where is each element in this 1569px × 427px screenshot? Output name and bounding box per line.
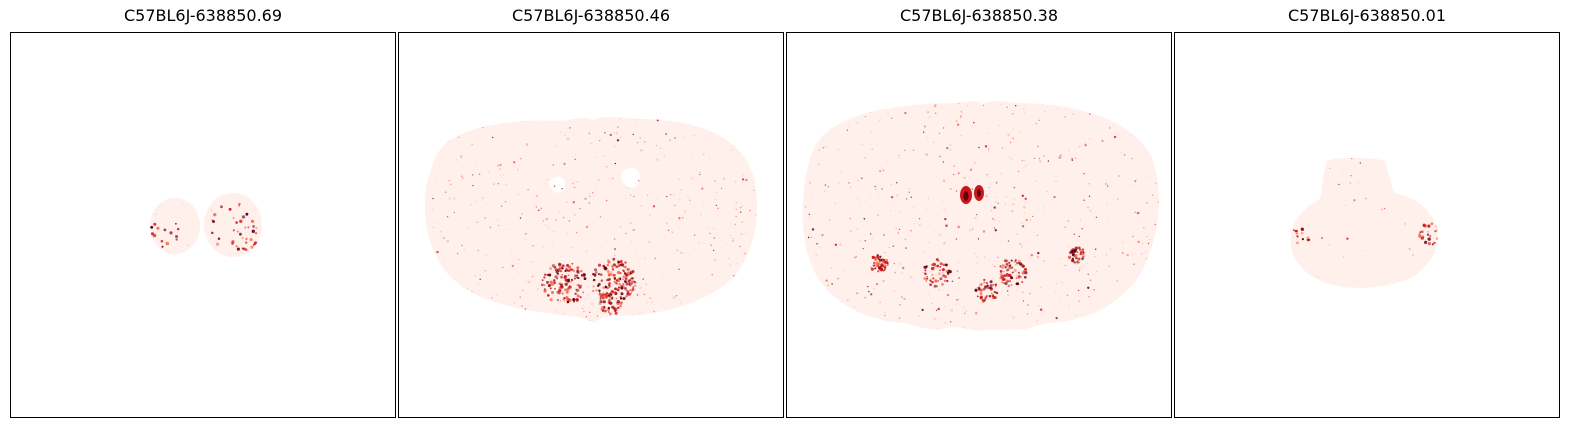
panel-3: C57BL6J-638850.38 (785, 0, 1173, 427)
section-image-frame (398, 32, 784, 418)
brain-section-image (802, 101, 1160, 331)
section-image-frame (786, 32, 1172, 418)
panel-1: C57BL6J-638850.69 (9, 0, 397, 427)
expression-speckles (802, 101, 1160, 331)
section-image-frame (10, 32, 396, 418)
tissue-section (802, 101, 1160, 331)
ventricle (621, 168, 640, 188)
tissue-section (1290, 158, 1438, 289)
tissue-section (150, 193, 262, 257)
panel-title: C57BL6J-638850.38 (899, 6, 1059, 25)
expression-speckles (426, 117, 757, 323)
panel-4: C57BL6J-638850.01 (1173, 0, 1561, 427)
panel-2: C57BL6J-638850.46 (397, 0, 785, 427)
brain-section-image (1290, 158, 1438, 289)
panel-title: C57BL6J-638850.69 (123, 6, 283, 25)
brain-section-image (150, 193, 262, 257)
tissue-section (424, 117, 758, 323)
section-image-frame (1174, 32, 1560, 418)
panel-title: C57BL6J-638850.01 (1287, 6, 1447, 25)
expression-speckles (150, 198, 258, 252)
brain-section-image (424, 117, 758, 323)
ventricle (549, 176, 566, 193)
panel-title: C57BL6J-638850.46 (511, 6, 671, 25)
dense-expression-spot (960, 185, 984, 204)
